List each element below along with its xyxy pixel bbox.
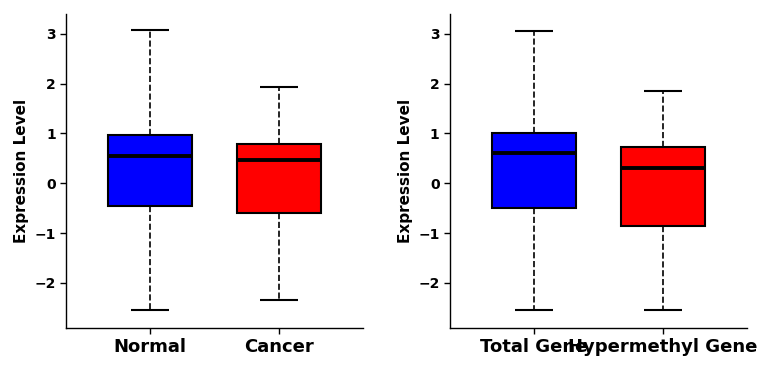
Bar	[621, 147, 705, 226]
Bar	[108, 135, 192, 206]
Y-axis label: Expression Level: Expression Level	[398, 99, 413, 243]
Bar	[237, 144, 321, 213]
Bar	[492, 134, 576, 208]
Y-axis label: Expression Level: Expression Level	[14, 99, 29, 243]
